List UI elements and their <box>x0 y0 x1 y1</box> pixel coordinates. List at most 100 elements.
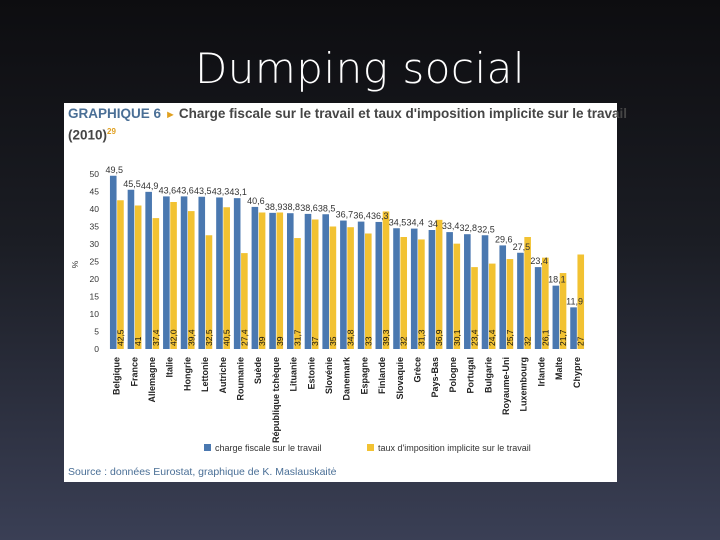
bar-series-2 <box>382 211 390 349</box>
bar-series-1 <box>180 196 188 349</box>
category-label: Luxembourg <box>519 357 529 412</box>
data-label-series-2: 35 <box>328 336 338 346</box>
data-label-series-1: 43,3 <box>212 186 230 196</box>
bar-series-1 <box>534 267 542 349</box>
data-label-series-2: 37,4 <box>151 329 161 346</box>
category-label: Estonie <box>306 357 316 390</box>
data-label-series-1: 49,5 <box>105 165 123 175</box>
y-tick-label: 35 <box>90 222 100 232</box>
category-label: Autriche <box>218 357 228 394</box>
data-label-series-1: 29,6 <box>495 234 513 244</box>
chart-figure: GRAPHIQUE 6 ► Charge fiscale sur le travai… <box>64 103 627 482</box>
bar-series-1 <box>304 213 312 349</box>
bar-series-1 <box>499 245 507 349</box>
data-label-series-1: 43,1 <box>229 187 247 197</box>
y-tick-label: 40 <box>90 204 100 214</box>
y-tick-label: 5 <box>94 327 99 337</box>
bar-series-2 <box>365 233 372 349</box>
bar-chart: 0 5 10 15 20 25 30 35 40 45 50% 49,5 42,5 Belgique 45,… <box>70 165 586 453</box>
bar-series-2 <box>524 237 531 349</box>
legend-swatch-series-1 <box>204 444 211 451</box>
data-label-series-1: 23,4 <box>530 256 548 266</box>
data-label-series-2: 21,7 <box>558 329 568 346</box>
data-label-series-2: 32 <box>399 336 409 346</box>
bar-series-2 <box>471 267 478 349</box>
category-label: Pologne <box>448 357 458 393</box>
figure-source: Source : données Eurostat, graphique de … <box>68 466 337 478</box>
category-label: Espagne <box>359 357 369 395</box>
data-label-series-2: 39 <box>257 336 267 346</box>
data-label-series-2: 25,7 <box>505 329 515 346</box>
bar-series-2 <box>170 202 177 349</box>
data-label-series-1: 27,5 <box>513 242 531 252</box>
data-label-series-1: 43,6 <box>159 185 177 195</box>
category-label: Slovaquie <box>395 357 405 400</box>
category-label: Hongrie <box>182 357 192 391</box>
category-label: Belgique <box>112 357 122 395</box>
category-label: République tchèque <box>271 357 281 443</box>
legend-swatch-series-2 <box>367 444 374 451</box>
bar-series-1 <box>127 189 135 349</box>
data-label-series-2: 42,0 <box>169 329 179 346</box>
data-label-series-2: 32 <box>523 336 533 346</box>
category-label: Bulgarie <box>483 357 493 393</box>
data-label-series-2: 36,9 <box>434 329 444 346</box>
category-label: Grèce <box>413 357 423 383</box>
bar-series-1 <box>552 285 560 349</box>
bar-series-2 <box>347 227 354 349</box>
bar-series-1 <box>375 221 383 349</box>
data-label-series-2: 34,8 <box>346 329 356 346</box>
data-label-series-2: 39 <box>275 336 285 346</box>
bar-series-1 <box>269 212 276 349</box>
data-label-series-1: 43,6 <box>176 185 194 195</box>
bar-series-1 <box>109 175 117 349</box>
data-label-series-1: 34 <box>428 219 438 229</box>
bar-series-2 <box>329 226 337 349</box>
y-tick-label: 10 <box>90 309 100 319</box>
category-label: Danemark <box>342 356 352 401</box>
data-label-series-1: 40,6 <box>247 196 265 206</box>
category-label: Pays-Bas <box>430 357 440 398</box>
data-label-series-2: 41 <box>133 336 143 346</box>
bar-series-1 <box>216 197 223 349</box>
y-tick-label: 15 <box>90 292 100 302</box>
slide-title: Dumping social <box>194 44 526 93</box>
data-label-series-1: 36,3 <box>371 211 389 221</box>
category-label: Allemagne <box>147 357 157 403</box>
arrow-right-icon: ► <box>165 109 176 121</box>
category-label: Chypre <box>572 357 582 388</box>
legend-label-series-2: taux d'imposition implicite sur le trava… <box>378 443 531 453</box>
data-label-series-2: 27 <box>576 336 586 346</box>
bar-series-2 <box>205 235 213 349</box>
data-label-series-2: 26,1 <box>540 329 550 346</box>
y-axis-label: % <box>70 260 80 268</box>
data-label-series-2: 39,3 <box>381 329 391 346</box>
figure-header: GRAPHIQUE 6 ► Charge fiscale sur le travai… <box>68 106 627 121</box>
bar-series-1 <box>446 232 453 349</box>
data-label-series-1: 44,9 <box>141 181 159 191</box>
bar-series-2 <box>453 243 461 349</box>
data-label-series-1: 32,8 <box>460 223 478 233</box>
category-label: Lituanie <box>289 357 299 392</box>
data-label-series-2: 39,4 <box>186 329 196 346</box>
category-label: Lettonie <box>200 357 210 392</box>
bar-series-1 <box>286 213 294 349</box>
bar-series-1 <box>428 230 436 349</box>
y-tick-label: 25 <box>90 257 100 267</box>
bar-series-2 <box>488 263 496 349</box>
data-label-series-2: 30,1 <box>452 329 462 346</box>
y-tick-label: 20 <box>90 274 100 284</box>
bar-series-2 <box>294 238 301 349</box>
data-label-series-2: 37 <box>310 336 320 346</box>
figure-footnote: 29 <box>107 127 116 136</box>
figure-year: (2010)29 <box>68 127 116 143</box>
bar-series-2 <box>258 212 266 349</box>
data-label-series-1: 38,9 <box>265 202 283 212</box>
bar-series-2 <box>542 257 549 349</box>
data-label-series-2: 31,3 <box>416 329 426 346</box>
data-label-series-1: 38,5 <box>318 203 336 213</box>
bar-series-1 <box>198 196 206 349</box>
bar-series-1 <box>357 221 365 349</box>
data-label-series-1: 36,7 <box>336 210 354 220</box>
figure-year-text: (2010) <box>68 127 108 143</box>
